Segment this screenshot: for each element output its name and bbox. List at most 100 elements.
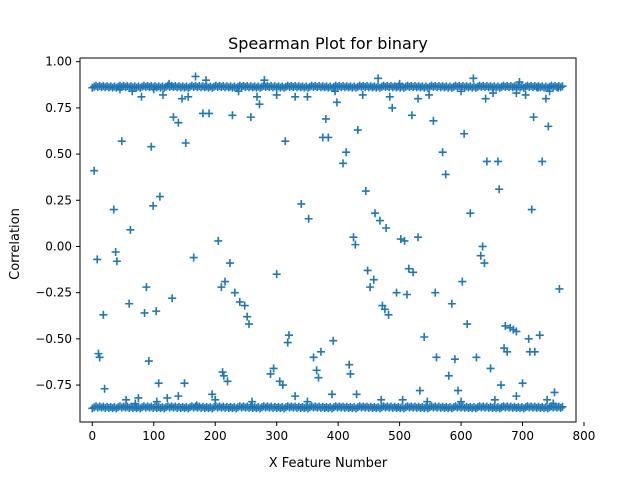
data-point bbox=[163, 393, 172, 402]
data-point bbox=[235, 297, 244, 306]
data-point bbox=[414, 94, 423, 103]
data-point bbox=[353, 126, 362, 135]
data-point bbox=[275, 377, 284, 386]
data-point bbox=[423, 397, 432, 406]
data-point bbox=[191, 72, 200, 81]
data-point bbox=[180, 379, 189, 388]
data-point bbox=[165, 79, 174, 88]
axes-frame bbox=[79, 57, 577, 423]
data-point bbox=[321, 114, 330, 123]
data-point bbox=[349, 233, 358, 242]
data-point bbox=[234, 87, 243, 96]
data-point bbox=[346, 369, 355, 378]
data-point bbox=[134, 393, 143, 402]
data-point bbox=[541, 94, 550, 103]
y-tick-label: 0.25 bbox=[45, 193, 72, 207]
data-point bbox=[100, 384, 109, 393]
data-point bbox=[248, 397, 257, 406]
data-point bbox=[147, 142, 156, 151]
data-point bbox=[447, 299, 456, 308]
data-point bbox=[93, 255, 102, 264]
data-point bbox=[324, 133, 333, 142]
data-point bbox=[125, 299, 134, 308]
data-point bbox=[219, 371, 228, 380]
data-point bbox=[99, 310, 108, 319]
x-tick-label: 800 bbox=[573, 429, 596, 443]
data-point bbox=[128, 87, 137, 96]
data-point bbox=[458, 277, 467, 286]
data-point bbox=[184, 92, 193, 101]
data-point bbox=[221, 277, 230, 286]
data-point bbox=[527, 205, 536, 214]
data-point bbox=[284, 331, 293, 340]
data-point bbox=[316, 347, 325, 356]
data-point bbox=[149, 201, 158, 210]
data-point bbox=[140, 308, 149, 317]
data-point bbox=[432, 353, 441, 362]
data-point bbox=[476, 251, 485, 260]
data-point bbox=[486, 364, 495, 373]
data-point bbox=[554, 83, 563, 92]
data-point bbox=[168, 294, 177, 303]
data-point bbox=[345, 360, 354, 369]
data-point bbox=[174, 392, 183, 401]
data-point bbox=[332, 98, 341, 107]
data-point bbox=[331, 87, 340, 96]
data-point bbox=[304, 214, 313, 223]
x-tick-label: 700 bbox=[511, 429, 534, 443]
data-point bbox=[94, 349, 103, 358]
data-point bbox=[490, 395, 499, 404]
data-point bbox=[425, 90, 434, 99]
data-point bbox=[457, 87, 466, 96]
data-point bbox=[225, 259, 234, 268]
data-point bbox=[503, 347, 512, 356]
data-point bbox=[388, 103, 397, 112]
data-point bbox=[515, 78, 524, 87]
data-point bbox=[174, 118, 183, 127]
data-point bbox=[382, 223, 391, 232]
data-point bbox=[398, 395, 407, 404]
data-point bbox=[495, 185, 504, 194]
data-point bbox=[409, 268, 418, 277]
data-point bbox=[478, 242, 487, 251]
data-point bbox=[414, 233, 423, 242]
data-point bbox=[544, 122, 553, 131]
y-tick-label: 0.00 bbox=[45, 239, 72, 253]
x-axis-label: X Feature Number bbox=[269, 456, 388, 471]
data-point bbox=[420, 333, 429, 342]
data-point bbox=[223, 377, 232, 386]
data-point bbox=[181, 138, 190, 147]
data-point bbox=[469, 74, 478, 83]
data-point bbox=[255, 100, 264, 109]
data-point bbox=[90, 166, 99, 175]
y-tick-label: −0.25 bbox=[35, 286, 72, 300]
data-point bbox=[342, 148, 351, 157]
data-point bbox=[137, 92, 146, 101]
data-point bbox=[228, 111, 237, 120]
data-point bbox=[142, 283, 151, 292]
data-point bbox=[429, 116, 438, 125]
band-point bbox=[558, 82, 567, 91]
data-point bbox=[109, 205, 118, 214]
data-point bbox=[303, 92, 312, 101]
data-point bbox=[366, 283, 375, 292]
data-point bbox=[512, 89, 521, 98]
data-point bbox=[266, 369, 275, 378]
data-point bbox=[291, 92, 300, 101]
y-tick-label: −0.75 bbox=[35, 378, 72, 392]
band-point bbox=[558, 402, 567, 411]
data-point bbox=[493, 157, 502, 166]
data-point bbox=[154, 379, 163, 388]
data-point bbox=[482, 157, 491, 166]
data-point bbox=[218, 368, 227, 377]
data-point bbox=[550, 388, 559, 397]
data-point bbox=[466, 209, 475, 218]
x-tick-label: 600 bbox=[450, 429, 473, 443]
data-point bbox=[501, 321, 510, 330]
data-point bbox=[384, 310, 393, 319]
data-point bbox=[481, 94, 490, 103]
data-point bbox=[281, 137, 290, 146]
band-point bbox=[556, 403, 565, 412]
data-point bbox=[253, 92, 262, 101]
data-point bbox=[374, 74, 383, 83]
